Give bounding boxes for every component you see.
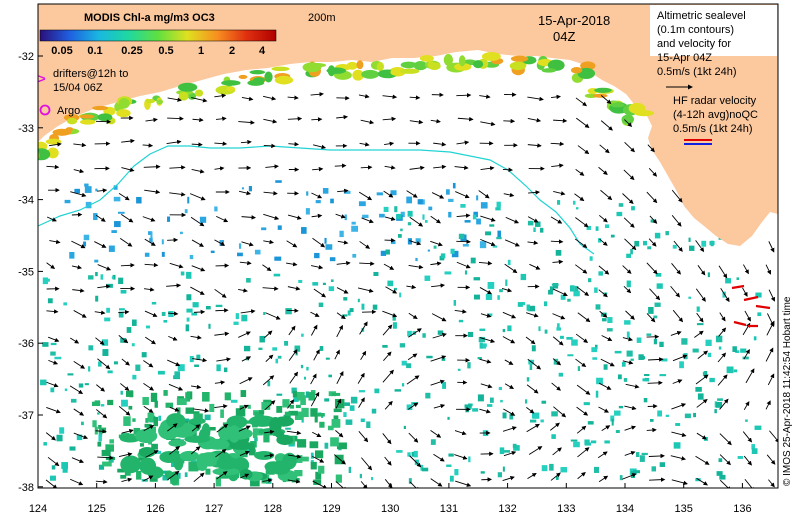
- argo-marker: [39, 104, 51, 116]
- hf-radar-legend: HF radar velocity (4-12h avg)noQC 0.5m/s…: [673, 95, 758, 145]
- x-tick-129: 129: [322, 503, 340, 515]
- colorbar-tick-5: 2: [229, 45, 235, 57]
- date-label: 15-Apr-2018: [538, 13, 610, 28]
- colorbar-tick-1: 0.1: [87, 45, 102, 57]
- x-tick-124: 124: [29, 503, 47, 515]
- altimetry-legend-line-2: (0.1m contours): [657, 24, 734, 36]
- drifter-marker: >: [38, 71, 46, 86]
- colorbar-tick-labels: 0.05 0.1 0.25 0.5 1 2 4: [51, 45, 266, 57]
- drifter-legend: > drifters@12h to 15/04 06Z Argo: [38, 68, 128, 117]
- x-tick-127: 127: [205, 503, 223, 515]
- velocity-vectors: [45, 92, 778, 488]
- y-tick--37: -37: [18, 410, 34, 422]
- x-tick-125: 125: [88, 503, 106, 515]
- x-tick-126: 126: [146, 503, 164, 515]
- altimetry-legend-scale: 0.5m/s (1kt 24h): [657, 66, 736, 78]
- credit-text: © IMOS 25-Apr-2018 11:42:54 Hobart time: [782, 296, 793, 486]
- isobath-200m: [38, 145, 595, 255]
- x-tick-134: 134: [616, 503, 634, 515]
- hf-radar-vectors: [731, 284, 771, 328]
- colorbar-tick-2: 0.25: [121, 45, 142, 57]
- y-tick--35: -35: [18, 266, 34, 278]
- coastal-chlorophyll: [38, 51, 655, 161]
- isobath-label: 200m: [308, 12, 336, 24]
- colorbar-title: MODIS Chl-a mg/m3 OC3: [84, 12, 215, 24]
- x-tick-131: 131: [440, 503, 458, 515]
- y-tick--33: -33: [18, 123, 34, 135]
- x-tick-136: 136: [733, 503, 751, 515]
- colorbar: MODIS Chl-a mg/m3 OC3 0.05 0.1 0.25 0.5 1 2 4: [39, 12, 277, 57]
- x-tick-130: 130: [381, 503, 399, 515]
- x-tick-133: 133: [557, 503, 575, 515]
- x-axis-ticks: 124 125 126 127 128 129 130 131 132 133 134 135 136: [29, 483, 752, 515]
- drifter-legend-line-2: 15/04 06Z: [53, 82, 103, 94]
- y-tick--32: -32: [18, 51, 34, 63]
- colorbar-ramp: [39, 29, 277, 42]
- x-tick-135: 135: [675, 503, 693, 515]
- altimetry-legend-line-4: 15-Apr 04Z: [657, 52, 712, 64]
- y-axis-ticks: -32 -33 -34 -35 -36 -37 -38: [18, 51, 43, 494]
- y-tick--38: -38: [18, 482, 34, 494]
- argo-legend-label: Argo: [57, 105, 80, 117]
- y-tick--34: -34: [18, 195, 34, 207]
- colorbar-tick-4: 1: [198, 45, 204, 57]
- altimetry-legend-line-3: and velocity for: [657, 38, 731, 50]
- y-tick--36: -36: [18, 338, 34, 350]
- colorbar-tick-6: 4: [259, 45, 266, 57]
- colorbar-tick-3: 0.5: [158, 45, 173, 57]
- drifter-legend-line-1: drifters@12h to: [53, 68, 128, 80]
- altimetry-legend-box: [650, 5, 777, 56]
- hf-legend-line-1: HF radar velocity: [673, 95, 757, 107]
- plot-frame: [37, 3, 779, 489]
- x-tick-132: 132: [498, 503, 516, 515]
- altimetry-legend-line-1: Altimetric sealevel: [657, 10, 746, 22]
- colorbar-tick-0: 0.05: [51, 45, 72, 57]
- hf-legend-scale: 0.5m/s (1kt 24h): [673, 123, 752, 135]
- time-label: 04Z: [553, 29, 575, 44]
- hf-legend-line-2: (4-12h avg)noQC: [673, 109, 758, 121]
- altimetry-legend: Altimetric sealevel (0.1m contours) and …: [650, 5, 777, 90]
- x-tick-128: 128: [264, 503, 282, 515]
